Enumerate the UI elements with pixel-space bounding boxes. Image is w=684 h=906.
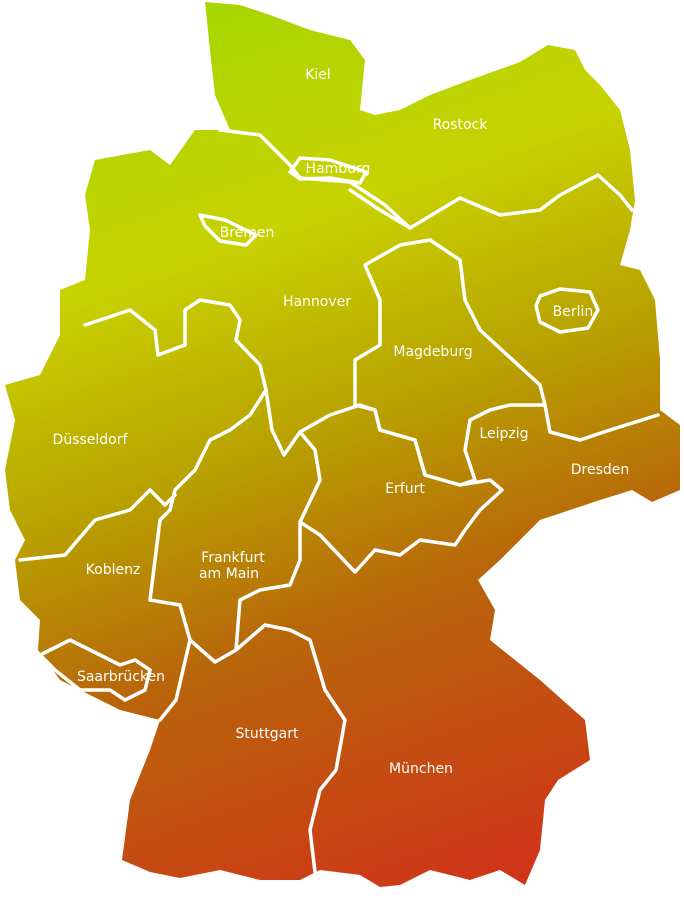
label-dresden: Dresden bbox=[571, 462, 630, 478]
label-muenchen: München bbox=[389, 761, 453, 777]
label-rostock: Rostock bbox=[433, 117, 489, 133]
label-leipzig: Leipzig bbox=[479, 426, 528, 442]
border-saarland bbox=[38, 638, 152, 702]
border-nrw-north bbox=[83, 298, 268, 392]
border-mecklenburg bbox=[348, 173, 634, 230]
border-nrw-rp bbox=[18, 488, 177, 562]
label-erfurt: Erfurt bbox=[385, 481, 425, 497]
city-labels: Kiel Rostock Hamburg Bremen Hannover Ber… bbox=[53, 67, 630, 777]
border-saxony-anhalt bbox=[353, 238, 547, 487]
border-thuringia bbox=[298, 403, 504, 574]
label-frankfurt: Frankfurt bbox=[201, 550, 265, 566]
border-hesse bbox=[148, 388, 322, 664]
label-duesseldorf: Düsseldorf bbox=[53, 432, 129, 448]
label-hannover: Hannover bbox=[283, 294, 351, 310]
border-berlin bbox=[534, 287, 600, 334]
label-hamburg: Hamburg bbox=[306, 161, 371, 177]
label-koblenz: Koblenz bbox=[86, 562, 141, 578]
label-kiel: Kiel bbox=[305, 67, 331, 83]
border-brandenburg-south bbox=[543, 403, 660, 442]
border-bavaria bbox=[234, 623, 347, 874]
label-frankfurt-am-main: am Main bbox=[199, 566, 259, 582]
border-bremen bbox=[198, 213, 258, 247]
label-berlin: Berlin bbox=[553, 304, 594, 320]
border-hamburg bbox=[288, 156, 368, 185]
label-bremen: Bremen bbox=[220, 225, 275, 241]
border-rp-bw bbox=[158, 638, 192, 722]
state-borders bbox=[18, 128, 660, 874]
label-saarbruecken: Saarbrücken bbox=[77, 669, 165, 685]
label-stuttgart: Stuttgart bbox=[236, 726, 299, 742]
label-magdeburg: Magdeburg bbox=[393, 344, 472, 360]
country-outline bbox=[5, 2, 680, 887]
